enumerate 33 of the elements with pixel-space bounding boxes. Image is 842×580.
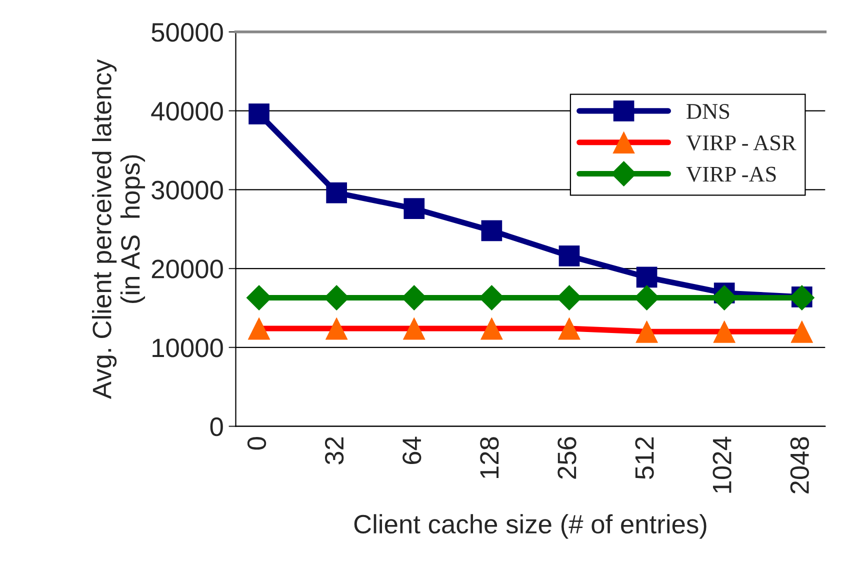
point [636, 320, 658, 343]
point [481, 220, 502, 242]
point [558, 246, 580, 266]
x-tick-label: 2048 [790, 437, 809, 494]
y-tick-label: 0 [210, 417, 223, 436]
point [790, 320, 814, 343]
point [403, 317, 426, 340]
x-axis-title: Client cache size (# of entries) [354, 514, 706, 539]
point [558, 317, 580, 340]
x-tick-label: 32 [324, 437, 344, 464]
y-tick-label: 20000 [152, 260, 223, 278]
point [480, 317, 503, 340]
x-tick-label: 256 [558, 437, 576, 479]
point [713, 320, 736, 343]
point [248, 104, 270, 124]
y-axis-title: Avg. Client perceived latency (in AS hops) [92, 59, 146, 399]
point [248, 317, 270, 340]
point [325, 317, 348, 340]
x-tick-label: 512 [635, 437, 654, 479]
x-tick-label: 0 [247, 437, 266, 450]
point [404, 198, 425, 220]
point [326, 182, 347, 204]
x-tick-label: 64 [402, 436, 422, 464]
legend-label: VIRP - ASR [686, 135, 796, 150]
x-tick-label: 128 [480, 437, 499, 478]
x-tick-label: 1024 [712, 436, 732, 493]
y-tick-label: 40000 [151, 102, 223, 121]
legend-label: DNS [686, 104, 730, 119]
point [636, 266, 658, 288]
y-tick-label: 50000 [152, 23, 223, 42]
y-tick-label: 30000 [152, 180, 223, 200]
y-tick-label: 10000 [152, 338, 223, 358]
legend-label: VIRP -AS [686, 166, 776, 182]
